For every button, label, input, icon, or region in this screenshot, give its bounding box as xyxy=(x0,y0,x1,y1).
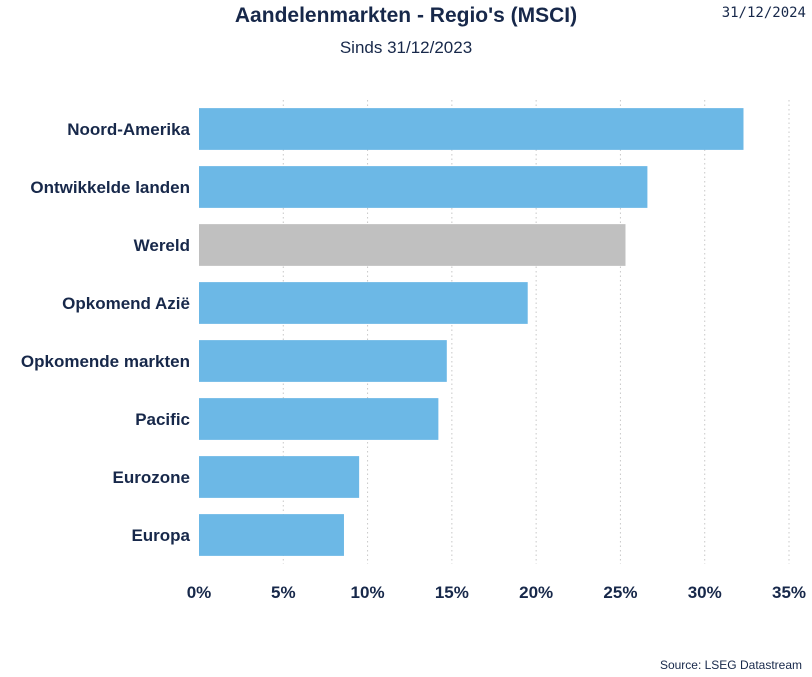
category-label: Opkomende markten xyxy=(21,352,190,371)
category-label: Opkomend Azië xyxy=(62,294,190,313)
bar-6 xyxy=(199,398,439,440)
bar-1 xyxy=(199,108,744,150)
bar-3 xyxy=(199,224,626,266)
category-label: Pacific xyxy=(135,410,190,429)
x-tick-label: 0% xyxy=(187,583,212,602)
bar-5 xyxy=(199,340,447,382)
bar-7 xyxy=(199,456,360,498)
date-stamp: 31/12/2024 xyxy=(721,5,806,21)
bar-4 xyxy=(199,282,528,324)
category-label: Ontwikkelde landen xyxy=(30,178,190,197)
x-tick-label: 15% xyxy=(435,583,469,602)
category-label: Europa xyxy=(131,526,190,545)
chart-title: Aandelenmarkten - Regio's (MSCI) xyxy=(234,4,578,27)
x-tick-label: 30% xyxy=(688,583,722,602)
category-label: Wereld xyxy=(134,236,190,255)
x-tick-label: 5% xyxy=(271,583,296,602)
x-tick-label: 25% xyxy=(603,583,637,602)
x-tick-label: 20% xyxy=(519,583,553,602)
bar-8 xyxy=(199,514,344,556)
category-label: Noord-Amerika xyxy=(67,120,190,139)
chart-subtitle: Sinds 31/12/2023 xyxy=(339,38,473,57)
x-tick-label: 35% xyxy=(772,583,806,602)
source-note: Source: LSEG Datastream xyxy=(659,658,802,672)
x-tick-label: 10% xyxy=(351,583,385,602)
category-label: Eurozone xyxy=(113,468,190,487)
bar-2 xyxy=(199,166,648,208)
